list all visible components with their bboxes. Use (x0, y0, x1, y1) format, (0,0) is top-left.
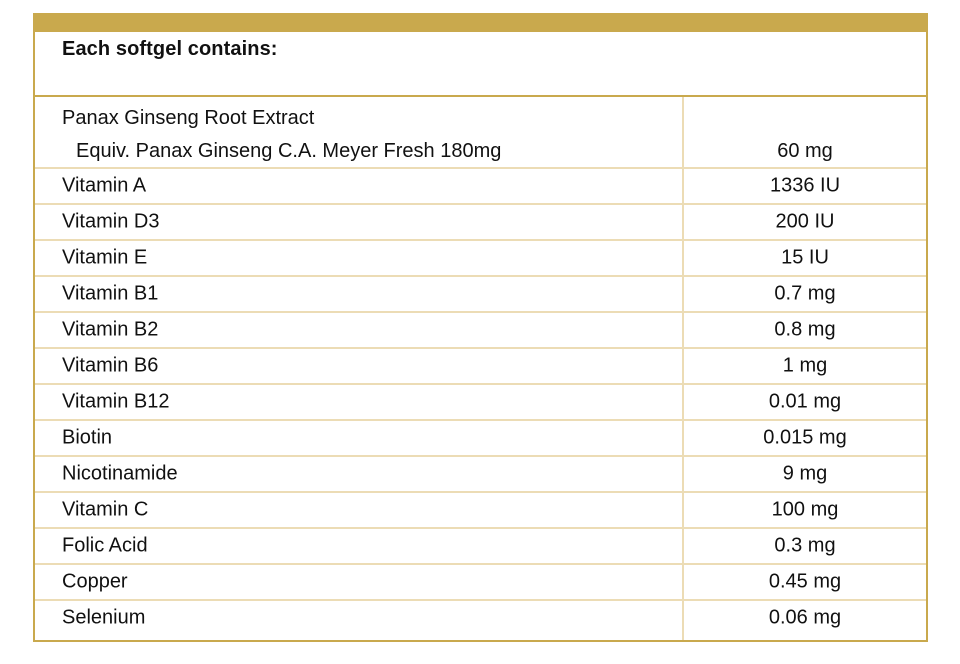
ingredient-name: Vitamin C (62, 498, 149, 521)
table-row: Copper 0.45 mg (35, 565, 926, 601)
header-title: Each softgel contains: (62, 38, 278, 60)
ingredient-amount: 0.8 mg (774, 318, 836, 341)
table-row: Vitamin B1 0.7 mg (35, 277, 926, 313)
ingredient-name: Vitamin E (62, 246, 148, 269)
ingredient-amount: 0.45 mg (768, 570, 842, 593)
ingredient-equivalent: Equiv. Panax Ginseng C.A. Meyer Fresh 18… (76, 140, 502, 162)
ingredient-name: Vitamin D3 (62, 210, 160, 233)
ingredient-rows: Panax Ginseng Root Extract Equiv. Panax … (35, 97, 926, 635)
ingredient-amount: 60 mg (777, 140, 833, 162)
ingredient-name: Copper (62, 570, 128, 593)
ingredient-name: Vitamin B6 (62, 354, 159, 377)
table-header: Each softgel contains: (35, 32, 926, 97)
ingredient-name: Vitamin B12 (62, 390, 170, 413)
ingredient-amount: 0.7 mg (774, 282, 836, 305)
table-row: Nicotinamide 9 mg (35, 457, 926, 493)
table-row: Folic Acid 0.3 mg (35, 529, 926, 565)
table-row: Vitamin A 1336 IU (35, 169, 926, 205)
top-color-band (33, 13, 928, 32)
table-row: Biotin 0.015 mg (35, 421, 926, 457)
ingredient-amount: 0.015 mg (763, 426, 847, 449)
ingredient-name: Vitamin B1 (62, 282, 159, 305)
ingredient-name: Vitamin A (62, 174, 147, 197)
ingredient-amount: 0.01 mg (768, 390, 842, 413)
table-row: Vitamin E 15 IU (35, 241, 926, 277)
ingredient-amount: 9 mg (782, 462, 828, 485)
column-divider (682, 97, 684, 640)
ingredient-amount: 1336 IU (769, 174, 841, 197)
supplement-facts-table: Each softgel contains: Panax Ginseng Roo… (33, 13, 928, 642)
table-row: Vitamin B12 0.01 mg (35, 385, 926, 421)
ingredient-amount: 200 IU (775, 210, 835, 233)
ingredient-amount: 15 IU (781, 246, 829, 269)
ingredient-name: Selenium (62, 606, 146, 629)
ingredient-amount: 1 mg (782, 354, 828, 377)
ingredient-amount: 0.3 mg (774, 534, 836, 557)
ingredient-name: Nicotinamide (62, 462, 178, 485)
ingredient-amount: 100 mg (771, 498, 839, 521)
ingredient-row-ginseng: Panax Ginseng Root Extract Equiv. Panax … (35, 97, 926, 169)
table-row: Selenium 0.06 mg (35, 601, 926, 635)
ingredient-name: Vitamin B2 (62, 318, 159, 341)
table-row: Vitamin D3 200 IU (35, 205, 926, 241)
table-row: Vitamin B6 1 mg (35, 349, 926, 385)
table-row: Vitamin B2 0.8 mg (35, 313, 926, 349)
ingredient-name: Panax Ginseng Root Extract (62, 107, 315, 129)
ingredient-name: Folic Acid (62, 534, 148, 557)
ingredient-amount: 0.06 mg (768, 606, 842, 629)
table-row: Vitamin C 100 mg (35, 493, 926, 529)
ingredient-name: Biotin (62, 426, 113, 449)
